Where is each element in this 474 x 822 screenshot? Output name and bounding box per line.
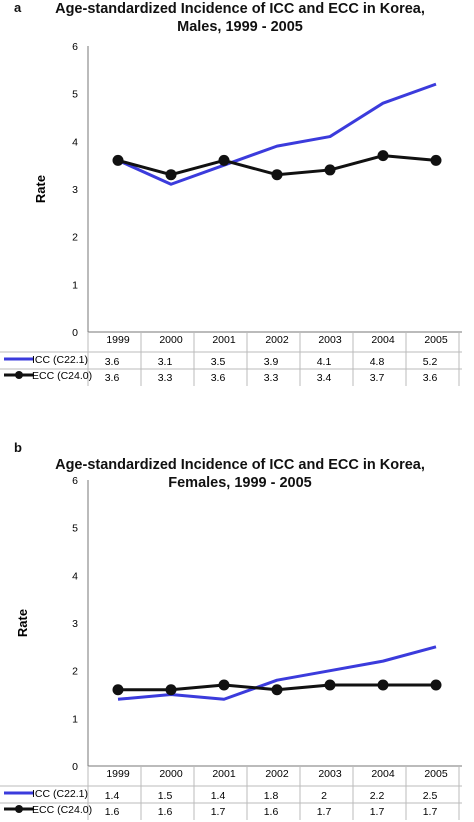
legend-label: ICC (C22.1) [32,788,88,800]
x-tick-label: 2000 [159,334,183,346]
y-tick-label: 1 [72,279,78,291]
x-tick-label: 2004 [371,768,395,780]
legend-label: ICC (C22.1) [32,354,88,366]
data-table-value: 3.6 [105,372,120,384]
chart-title-line-1: Age-standardized Incidence of ICC and EC… [55,1,425,17]
chart-panel-b: b Age-standardized Incidence of ICC and … [0,440,474,822]
x-tick-label: 1999 [106,334,130,346]
data-table-value: 1.6 [264,806,279,818]
data-point-marker [430,154,442,166]
data-table-value: 1.7 [211,806,226,818]
data-point-marker [271,169,283,181]
panel-letter: b [14,440,22,455]
data-point-marker [271,684,283,696]
x-tick-label: 2003 [318,768,342,780]
data-point-marker [165,169,177,181]
x-tick-label: 1999 [106,768,130,780]
data-point-marker [112,154,124,166]
data-table-value: 1.4 [105,790,120,802]
legend-marker [15,805,23,813]
x-tick-label: 2005 [424,768,448,780]
y-tick-label: 6 [72,41,78,53]
data-table-value: 3.9 [264,356,279,368]
data-point-marker [218,679,230,691]
y-axis-label: Rate [15,609,30,637]
data-table-value: 4.1 [317,356,332,368]
y-tick-label: 5 [72,523,78,535]
data-table-value: 3.6 [211,372,226,384]
y-tick-label: 4 [72,136,78,148]
data-point-marker [324,679,336,691]
x-tick-label: 2001 [212,768,236,780]
data-table-value: 4.8 [370,356,385,368]
x-tick-label: 2002 [265,768,289,780]
legend-marker [15,371,23,379]
y-tick-label: 2 [72,232,78,244]
chart-title: Age-standardized Incidence of ICC and EC… [40,456,440,492]
data-table-value: 1.7 [317,806,332,818]
data-table-value: 3.3 [264,372,279,384]
y-tick-label: 3 [72,618,78,630]
data-table-value: 1.7 [423,806,438,818]
data-table-value: 1.5 [158,790,173,802]
x-tick-label: 2004 [371,334,395,346]
data-table-value: 1.8 [264,790,279,802]
chart-title-line-2: Females, 1999 - 2005 [168,475,312,491]
x-tick-label: 2002 [265,334,289,346]
data-table-value: 2 [321,790,327,802]
y-axis-label: Rate [33,175,48,203]
line-chart-a: 0 1 2 3 4 5 6 Rate 1999 2000 2001 2002 2003 2004 2005 I… [0,41,462,386]
legend-label: ECC (C24.0) [32,370,92,382]
y-tick-label: 4 [72,570,78,582]
chart-title-line-2: Males, 1999 - 2005 [177,19,303,35]
data-point-marker [112,684,124,696]
y-tick-label: 6 [72,475,78,487]
data-point-marker [430,679,442,691]
data-point-marker [165,684,177,696]
chart-title: Age-standardized Incidence of ICC and EC… [40,0,440,36]
x-tick-label: 2003 [318,334,342,346]
line-chart-b: 0 1 2 3 4 5 6 Rate 1999 2000 2001 2002 2003 2004 2005 I… [0,475,462,820]
x-tick-label: 2001 [212,334,236,346]
y-tick-label: 0 [72,327,78,339]
data-table-value: 1.7 [370,806,385,818]
data-table-value: 1.4 [211,790,226,802]
data-table-value: 2.2 [370,790,385,802]
y-tick-label: 5 [72,89,78,101]
data-point-marker [324,164,336,176]
data-table-value: 3.6 [423,372,438,384]
legend-label: ECC (C24.0) [32,804,92,816]
y-tick-label: 0 [72,761,78,773]
data-point-marker [377,679,389,691]
data-table-value: 3.5 [211,356,226,368]
data-table-value: 2.5 [423,790,438,802]
data-point-marker [218,154,230,166]
data-table-value: 1.6 [158,806,173,818]
data-table-value: 1.6 [105,806,120,818]
chart-panel-a: a Age-standardized Incidence of ICC and … [0,0,474,392]
y-tick-label: 2 [72,666,78,678]
data-table-value: 3.6 [105,356,120,368]
x-tick-label: 2000 [159,768,183,780]
data-table-value: 3.7 [370,372,385,384]
series-line-icc [117,82,437,186]
data-table-value: 3.4 [317,372,332,384]
panel-letter: a [14,0,22,15]
data-table-value: 5.2 [423,356,438,368]
y-tick-label: 1 [72,713,78,725]
chart-title-line-1: Age-standardized Incidence of ICC and EC… [55,457,425,473]
data-table-value: 3.3 [158,372,173,384]
data-point-marker [377,150,389,162]
y-tick-label: 3 [72,184,78,196]
x-tick-label: 2005 [424,334,448,346]
data-table-value: 3.1 [158,356,173,368]
